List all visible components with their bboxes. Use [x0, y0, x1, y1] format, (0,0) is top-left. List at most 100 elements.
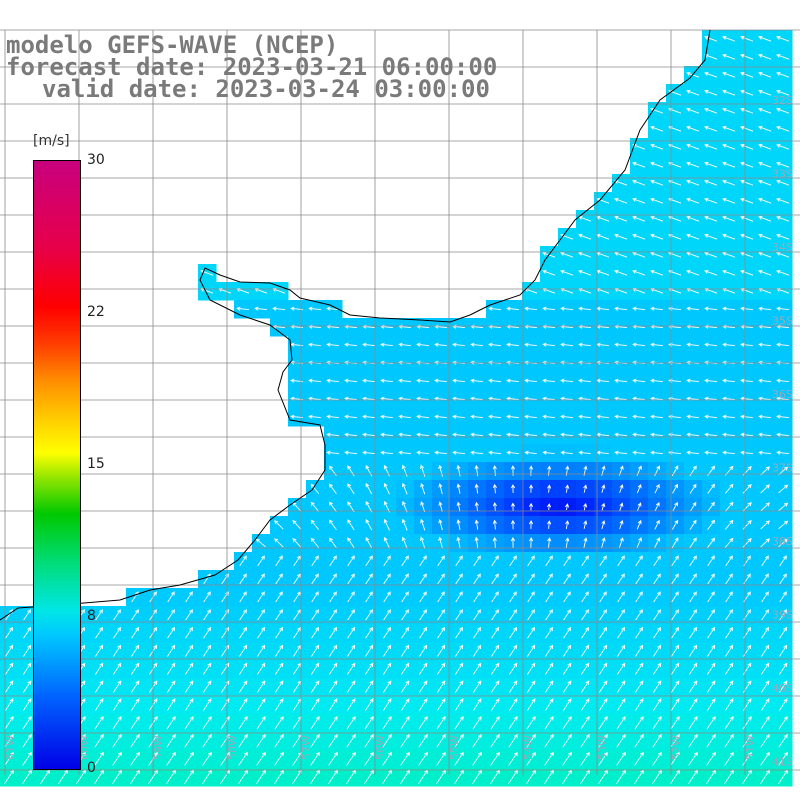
wind-arrow: [707, 626, 716, 639]
wind-arrow: [401, 482, 408, 495]
wind-arrow: [364, 680, 374, 694]
wind-arrow: [635, 573, 643, 585]
wind-arrow: [274, 733, 284, 748]
wind-arrow: [545, 644, 554, 657]
wind-arrow: [636, 537, 642, 549]
wind-arrow: [94, 680, 104, 694]
wind-arrow: [202, 698, 212, 712]
wind-arrow: [310, 537, 320, 548]
wind-arrow: [400, 680, 410, 694]
wind-arrow: [778, 769, 788, 784]
wind-arrow: [724, 501, 734, 512]
wind-arrow: [704, 306, 717, 311]
wind-arrow: [614, 215, 628, 222]
wind-arrow: [580, 680, 590, 694]
wind-arrow: [112, 751, 122, 766]
wind-arrow: [113, 626, 122, 639]
wind-arrow: [722, 233, 736, 240]
wind-arrow: [706, 751, 716, 766]
model-title: modelo GEFS-WAVE (NCEP): [6, 31, 339, 59]
wind-arrow: [130, 698, 140, 712]
valid-date: valid date: 2023-03-24 03:00:00: [42, 75, 490, 103]
wind-arrow: [761, 626, 770, 639]
wind-arrow: [347, 573, 355, 585]
wind-arrow: [634, 769, 644, 784]
wind-arrow: [272, 306, 285, 311]
wind-arrow: [23, 644, 32, 657]
wind-arrow: [758, 215, 772, 222]
wind-arrow: [650, 269, 664, 276]
wind-arrow: [362, 342, 375, 347]
wind-arrow: [722, 306, 735, 311]
wind-arrow: [310, 769, 320, 784]
wind-arrow: [761, 573, 769, 585]
wind-arrow: [542, 450, 555, 455]
lon-label: 52W: [670, 735, 683, 760]
wind-arrow: [329, 519, 337, 531]
wind-arrow: [94, 698, 104, 712]
wind-arrow: [346, 716, 356, 730]
wind-arrow: [326, 432, 339, 437]
wind-arrow: [707, 609, 715, 621]
wind-arrow: [58, 769, 68, 784]
wind-arrow: [112, 662, 122, 675]
wind-arrow: [492, 536, 497, 549]
wind-arrow: [418, 662, 428, 675]
wind-arrow: [203, 644, 212, 657]
wind-arrow: [778, 538, 789, 548]
wind-arrow: [689, 555, 697, 567]
wind-arrow: [473, 644, 482, 657]
wind-arrow: [470, 450, 483, 455]
wind-arrow: [257, 591, 265, 603]
wind-arrow: [329, 609, 337, 621]
wind-arrow: [419, 644, 428, 657]
wind-arrow: [671, 591, 679, 603]
wind-arrow: [601, 537, 606, 549]
wind-arrow: [346, 680, 356, 694]
wind-arrow: [416, 432, 429, 437]
wind-arrow: [40, 769, 50, 784]
wind-arrow: [704, 71, 718, 78]
wind-arrow: [293, 573, 301, 585]
wind-arrow: [724, 662, 734, 675]
wind-arrow: [563, 573, 571, 585]
wind-arrow: [704, 179, 718, 186]
wind-arrow: [652, 680, 662, 694]
wind-arrow: [635, 626, 644, 639]
wind-arrow: [131, 626, 140, 639]
wind-arrow: [329, 537, 337, 549]
wind-arrow: [650, 251, 664, 258]
wind-arrow: [724, 537, 734, 548]
wind-arrow: [401, 626, 410, 639]
wind-arrow: [130, 733, 140, 748]
wind-arrow: [4, 662, 14, 675]
wind-arrow: [670, 698, 680, 712]
wind-arrow: [275, 609, 283, 621]
wind-arrow: [722, 342, 735, 347]
wind-arrow: [238, 698, 248, 712]
wind-arrow: [619, 520, 624, 530]
wind-arrow: [437, 609, 445, 621]
wind-arrow: [686, 197, 700, 204]
wind-arrow: [203, 591, 211, 603]
wind-arrow: [184, 733, 194, 748]
wind-arrow: [383, 591, 391, 603]
wind-arrow: [652, 698, 662, 712]
wind-arrow: [740, 251, 754, 258]
wind-arrow: [689, 591, 697, 603]
wind-arrow: [578, 251, 592, 258]
wind-arrow: [760, 484, 770, 494]
wind-arrow: [529, 537, 534, 549]
wind-arrow: [722, 251, 736, 258]
wind-arrow: [456, 501, 461, 512]
wind-arrow: [473, 626, 482, 639]
wind-arrow: [420, 501, 426, 513]
wind-arrow: [346, 751, 356, 766]
wind-arrow: [257, 573, 265, 585]
wind-arrow: [113, 644, 122, 657]
wind-arrow: [758, 251, 772, 258]
wind-arrow: [581, 626, 590, 639]
wind-arrow: [634, 716, 644, 730]
wind-arrow: [650, 306, 663, 311]
wind-arrow: [670, 769, 680, 784]
